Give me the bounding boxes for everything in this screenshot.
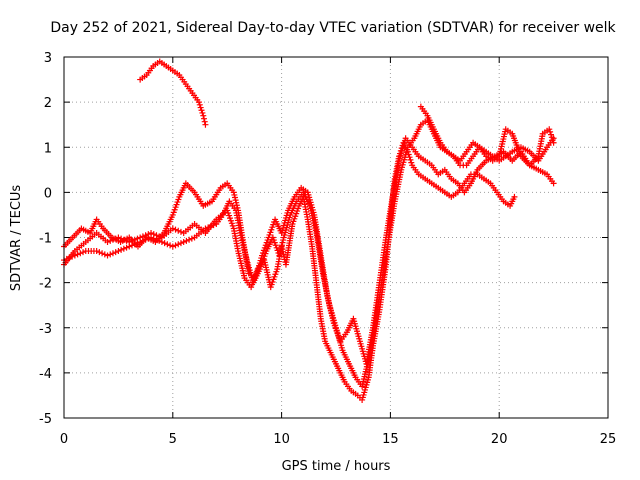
series-arc-3: [61, 117, 557, 390]
data-point: [167, 242, 174, 249]
data-point: [145, 235, 152, 242]
data-point: [71, 252, 78, 259]
y-tick-label: 1: [44, 141, 52, 156]
data-point: [199, 109, 206, 116]
y-tick-label: -3: [39, 322, 52, 337]
data-point: [142, 236, 149, 243]
data-point: [153, 236, 160, 243]
data-point: [186, 236, 193, 243]
data-point: [169, 225, 176, 232]
data-point: [511, 193, 518, 200]
data-point: [104, 239, 111, 246]
y-tick-label: -1: [39, 232, 52, 247]
data-point: [139, 237, 146, 244]
data-point: [107, 251, 114, 258]
data-point: [196, 101, 203, 108]
data-point: [107, 237, 114, 244]
data-point: [198, 107, 205, 114]
y-axis-label: SDTVAR / TECUs: [9, 185, 24, 292]
data-point: [129, 242, 135, 249]
data-point: [120, 245, 127, 252]
data-point: [188, 235, 195, 242]
data-point: [547, 128, 554, 135]
data-point: [115, 248, 122, 255]
data-point: [123, 244, 130, 251]
x-tick-label: 10: [273, 432, 290, 447]
data-point: [148, 234, 155, 241]
data-point: [66, 254, 73, 261]
series-arc-5: [417, 103, 557, 169]
y-tick-label: 0: [44, 186, 52, 201]
data-point: [200, 115, 207, 122]
data-point: [172, 242, 179, 249]
data-point: [169, 243, 176, 250]
x-tick-label: 25: [600, 432, 617, 447]
data-markers: [61, 58, 557, 403]
data-point: [118, 246, 125, 253]
x-axis-label: GPS time / hours: [282, 459, 391, 474]
y-tick-label: 2: [44, 96, 52, 111]
data-point: [205, 224, 212, 231]
data-point: [175, 227, 182, 234]
data-point: [158, 239, 165, 246]
data-point: [63, 255, 70, 262]
data-point: [161, 240, 168, 247]
data-point: [156, 237, 163, 244]
y-tick-label: -4: [39, 367, 52, 382]
y-tick-label: -5: [39, 412, 52, 427]
data-point: [164, 241, 171, 248]
x-tick-label: 5: [169, 432, 177, 447]
data-point: [548, 134, 555, 141]
data-point: [101, 251, 108, 258]
data-point: [109, 250, 116, 257]
data-point: [180, 239, 187, 246]
data-point: [69, 253, 76, 260]
x-tick-labels: 0 5 10 15 20 25: [60, 432, 616, 447]
data-point: [200, 112, 207, 119]
y-tick-label: -2: [39, 277, 52, 292]
data-point: [202, 225, 209, 232]
data-point: [112, 249, 119, 256]
data-point: [550, 139, 557, 146]
data-point: [93, 248, 100, 255]
data-point: [80, 249, 87, 256]
data-point: [74, 251, 81, 258]
chart-title: Day 252 of 2021, Sidereal Day-to-day VTE…: [50, 20, 616, 36]
data-point: [177, 240, 184, 247]
data-point: [99, 250, 106, 257]
data-point: [547, 131, 554, 138]
data-point: [150, 235, 157, 242]
x-tick-label: 20: [491, 432, 508, 447]
data-point: [131, 241, 138, 248]
data-point: [195, 99, 202, 106]
data-point: [175, 241, 182, 248]
data-point: [197, 104, 204, 111]
data-point: [550, 180, 557, 187]
data-point: [546, 126, 553, 133]
data-point: [172, 226, 179, 233]
data-point: [177, 228, 184, 235]
data-point: [408, 159, 415, 166]
data-point: [126, 243, 133, 250]
data-point: [104, 252, 111, 259]
data-point: [96, 249, 103, 256]
series-arc-4: [137, 58, 209, 128]
data-point: [407, 156, 414, 163]
x-tick-label: 15: [382, 432, 399, 447]
data-point: [183, 237, 190, 244]
y-tick-labels: 3 2 1 0 -1 -2 -3 -4 -5: [39, 51, 52, 427]
y-tick-label: 3: [44, 51, 52, 66]
data-point: [137, 239, 144, 246]
data-point: [134, 240, 141, 247]
series-arc-2: [61, 135, 557, 367]
data-point: [201, 118, 208, 125]
x-tick-label: 0: [60, 432, 68, 447]
data-point: [210, 222, 217, 229]
data-point: [202, 121, 209, 128]
plot-frame: [63, 56, 609, 419]
data-point: [207, 223, 214, 230]
data-point: [549, 137, 556, 144]
data-point: [77, 250, 84, 257]
